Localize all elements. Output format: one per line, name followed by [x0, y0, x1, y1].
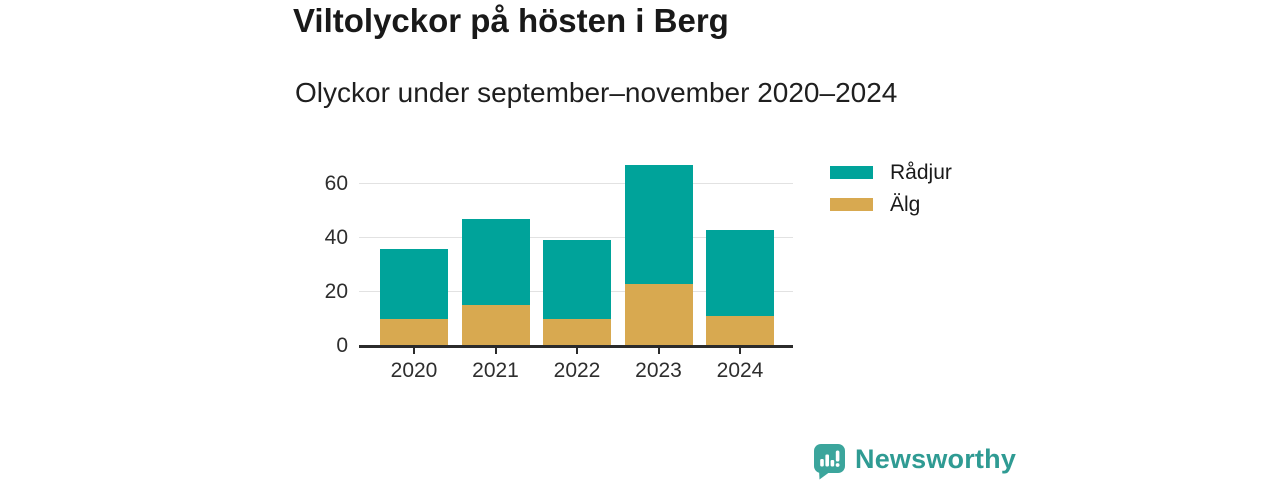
- bar-2024-älg-segment: [706, 316, 774, 346]
- chart-title: Viltolyckor på hösten i Berg: [293, 2, 729, 39]
- x-axis-line: [359, 345, 793, 348]
- y-tick-label-60: 60: [324, 171, 348, 195]
- legend: Rådjur Älg: [830, 161, 952, 230]
- chart-subtitle: Olyckor under september–november 2020–20…: [295, 77, 898, 108]
- bar-2021-älg-segment: [461, 305, 530, 346]
- y-tick-label-40: 40: [324, 225, 348, 249]
- gridline-40: [359, 237, 793, 239]
- x-tick-label-2021: 2021: [472, 359, 519, 382]
- y-tick-label-0: 0: [336, 334, 348, 357]
- legend-item-radjur: Rådjur: [830, 161, 952, 184]
- legend-item-alg: Älg: [830, 193, 952, 216]
- x-tick-label-2024: 2024: [716, 359, 764, 382]
- x-tick-label-2023: 2023: [635, 359, 682, 382]
- x-axis-tick-2020: [413, 348, 415, 354]
- legend-swatch-alg: [830, 198, 873, 211]
- bar-2023-rådjur-segment: [624, 164, 693, 284]
- legend-swatch-radjur: [830, 166, 873, 179]
- newsworthy-bar-chart-speech-bubble-icon: [814, 444, 845, 480]
- legend-label-radjur: Rådjur: [890, 161, 952, 184]
- bar-2021-rådjur-segment: [461, 218, 530, 306]
- newsworthy-logo[interactable]: Newsworthy: [814, 444, 1016, 480]
- bar-2022-älg-segment: [543, 318, 611, 346]
- x-axis-tick-2024: [739, 348, 741, 354]
- x-axis-tick-2021: [494, 348, 497, 354]
- bar-2020-älg-segment: [380, 318, 448, 346]
- newsworthy-wordmark: Newsworthy: [855, 444, 1017, 474]
- legend-label-alg: Älg: [890, 193, 921, 216]
- x-axis-tick-2022: [576, 348, 578, 354]
- x-tick-label-2022: 2022: [553, 359, 601, 382]
- bar-2023-älg-segment: [624, 283, 693, 346]
- bar-2020-rådjur-segment: [380, 248, 448, 319]
- x-axis-tick-2023: [657, 348, 660, 354]
- bar-2024-rådjur-segment: [706, 229, 774, 317]
- y-tick-label-20: 20: [324, 279, 348, 303]
- bar-2022-rådjur-segment: [543, 240, 611, 319]
- x-tick-label-2020: 2020: [390, 359, 438, 382]
- gridline-60: [359, 183, 793, 185]
